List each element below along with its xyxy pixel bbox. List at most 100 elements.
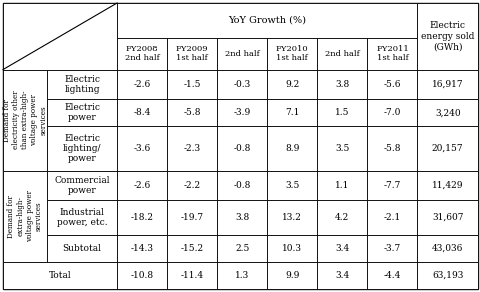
Text: 9.9: 9.9	[285, 271, 299, 280]
Text: 2nd half: 2nd half	[324, 50, 359, 58]
Text: 1.1: 1.1	[335, 181, 349, 190]
Text: FY2011
1st half: FY2011 1st half	[375, 45, 408, 62]
Bar	[267, 37, 317, 69]
Text: 20,157: 20,157	[431, 144, 463, 153]
Bar	[47, 99, 117, 126]
Bar	[217, 171, 267, 200]
Bar	[167, 69, 217, 99]
Text: Demand for
electricity other
than extra-high-
voltage power
services: Demand for electricity other than extra-…	[3, 91, 48, 150]
Text: -2.6: -2.6	[133, 80, 150, 89]
Bar	[417, 3, 477, 69]
Text: -3.9: -3.9	[233, 108, 251, 117]
Text: YoY Growth (%): YoY Growth (%)	[228, 16, 306, 25]
Bar	[3, 171, 47, 262]
Bar	[47, 69, 117, 99]
Text: -2.3: -2.3	[183, 144, 200, 153]
Text: Electric
lighting/
power: Electric lighting/ power	[63, 133, 101, 163]
Text: -0.8: -0.8	[233, 144, 251, 153]
Text: -14.3: -14.3	[131, 244, 153, 253]
Bar	[367, 262, 417, 289]
Bar	[267, 126, 317, 171]
Bar	[317, 37, 367, 69]
Bar	[3, 69, 47, 171]
Bar	[417, 99, 477, 126]
Bar	[367, 235, 417, 262]
Text: FY2009
1st half: FY2009 1st half	[176, 45, 208, 62]
Text: Electric
lighting: Electric lighting	[64, 75, 100, 94]
Bar	[167, 99, 217, 126]
Text: 11,429: 11,429	[431, 181, 463, 190]
Bar	[317, 235, 367, 262]
Bar	[117, 69, 167, 99]
Bar	[417, 262, 477, 289]
Text: -2.2: -2.2	[183, 181, 200, 190]
Bar	[367, 99, 417, 126]
Text: -5.8: -5.8	[183, 108, 201, 117]
Text: FY2010
1st half: FY2010 1st half	[276, 45, 308, 62]
Text: -5.8: -5.8	[383, 144, 400, 153]
Bar	[167, 37, 217, 69]
Text: Electric
energy sold
(GWh): Electric energy sold (GWh)	[420, 21, 473, 51]
Text: -4.4: -4.4	[383, 271, 400, 280]
Text: Total: Total	[48, 271, 71, 280]
Text: -2.6: -2.6	[133, 181, 150, 190]
Bar	[267, 69, 317, 99]
Text: -11.4: -11.4	[180, 271, 204, 280]
Text: 3.8: 3.8	[335, 80, 349, 89]
Text: -19.7: -19.7	[180, 213, 204, 222]
Bar	[417, 200, 477, 235]
Bar	[317, 262, 367, 289]
Bar	[417, 235, 477, 262]
Bar	[217, 200, 267, 235]
Bar	[47, 235, 117, 262]
Text: 2.5: 2.5	[235, 244, 249, 253]
Text: -15.2: -15.2	[180, 244, 204, 253]
Bar	[117, 126, 167, 171]
Text: 9.2: 9.2	[285, 80, 299, 89]
Bar	[217, 99, 267, 126]
Bar	[167, 171, 217, 200]
Text: -5.6: -5.6	[383, 80, 400, 89]
Text: 8.9: 8.9	[285, 144, 299, 153]
Bar	[417, 69, 477, 99]
Text: -7.7: -7.7	[383, 181, 400, 190]
Text: Demand for
extra-high-
voltage power
services: Demand for extra-high- voltage power ser…	[7, 190, 43, 242]
Bar	[167, 126, 217, 171]
Bar	[47, 171, 117, 200]
Text: -7.0: -7.0	[383, 108, 400, 117]
Text: FY2008
2nd half: FY2008 2nd half	[124, 45, 159, 62]
Bar	[217, 37, 267, 69]
Text: -3.6: -3.6	[133, 144, 150, 153]
Bar	[317, 171, 367, 200]
Text: 3.5: 3.5	[335, 144, 349, 153]
Text: 13.2: 13.2	[282, 213, 301, 222]
Bar	[417, 171, 477, 200]
Bar	[167, 200, 217, 235]
Text: -2.1: -2.1	[383, 213, 400, 222]
Text: 63,193: 63,193	[431, 271, 462, 280]
Text: 16,917: 16,917	[431, 80, 463, 89]
Bar	[117, 3, 417, 37]
Bar	[267, 171, 317, 200]
Bar	[367, 200, 417, 235]
Bar	[117, 171, 167, 200]
Bar	[217, 262, 267, 289]
Bar	[317, 200, 367, 235]
Text: 2nd half: 2nd half	[225, 50, 259, 58]
Bar	[217, 235, 267, 262]
Text: Industrial
power, etc.: Industrial power, etc.	[57, 208, 107, 227]
Bar	[47, 200, 117, 235]
Bar	[117, 200, 167, 235]
Bar	[267, 262, 317, 289]
Bar	[217, 69, 267, 99]
Bar	[317, 126, 367, 171]
Bar	[417, 126, 477, 171]
Bar	[167, 262, 217, 289]
Text: 31,607: 31,607	[431, 213, 463, 222]
Bar	[267, 99, 317, 126]
Bar	[317, 99, 367, 126]
Bar	[117, 37, 167, 69]
Text: Electric
power: Electric power	[64, 103, 100, 122]
Text: -3.7: -3.7	[383, 244, 400, 253]
Bar	[217, 126, 267, 171]
